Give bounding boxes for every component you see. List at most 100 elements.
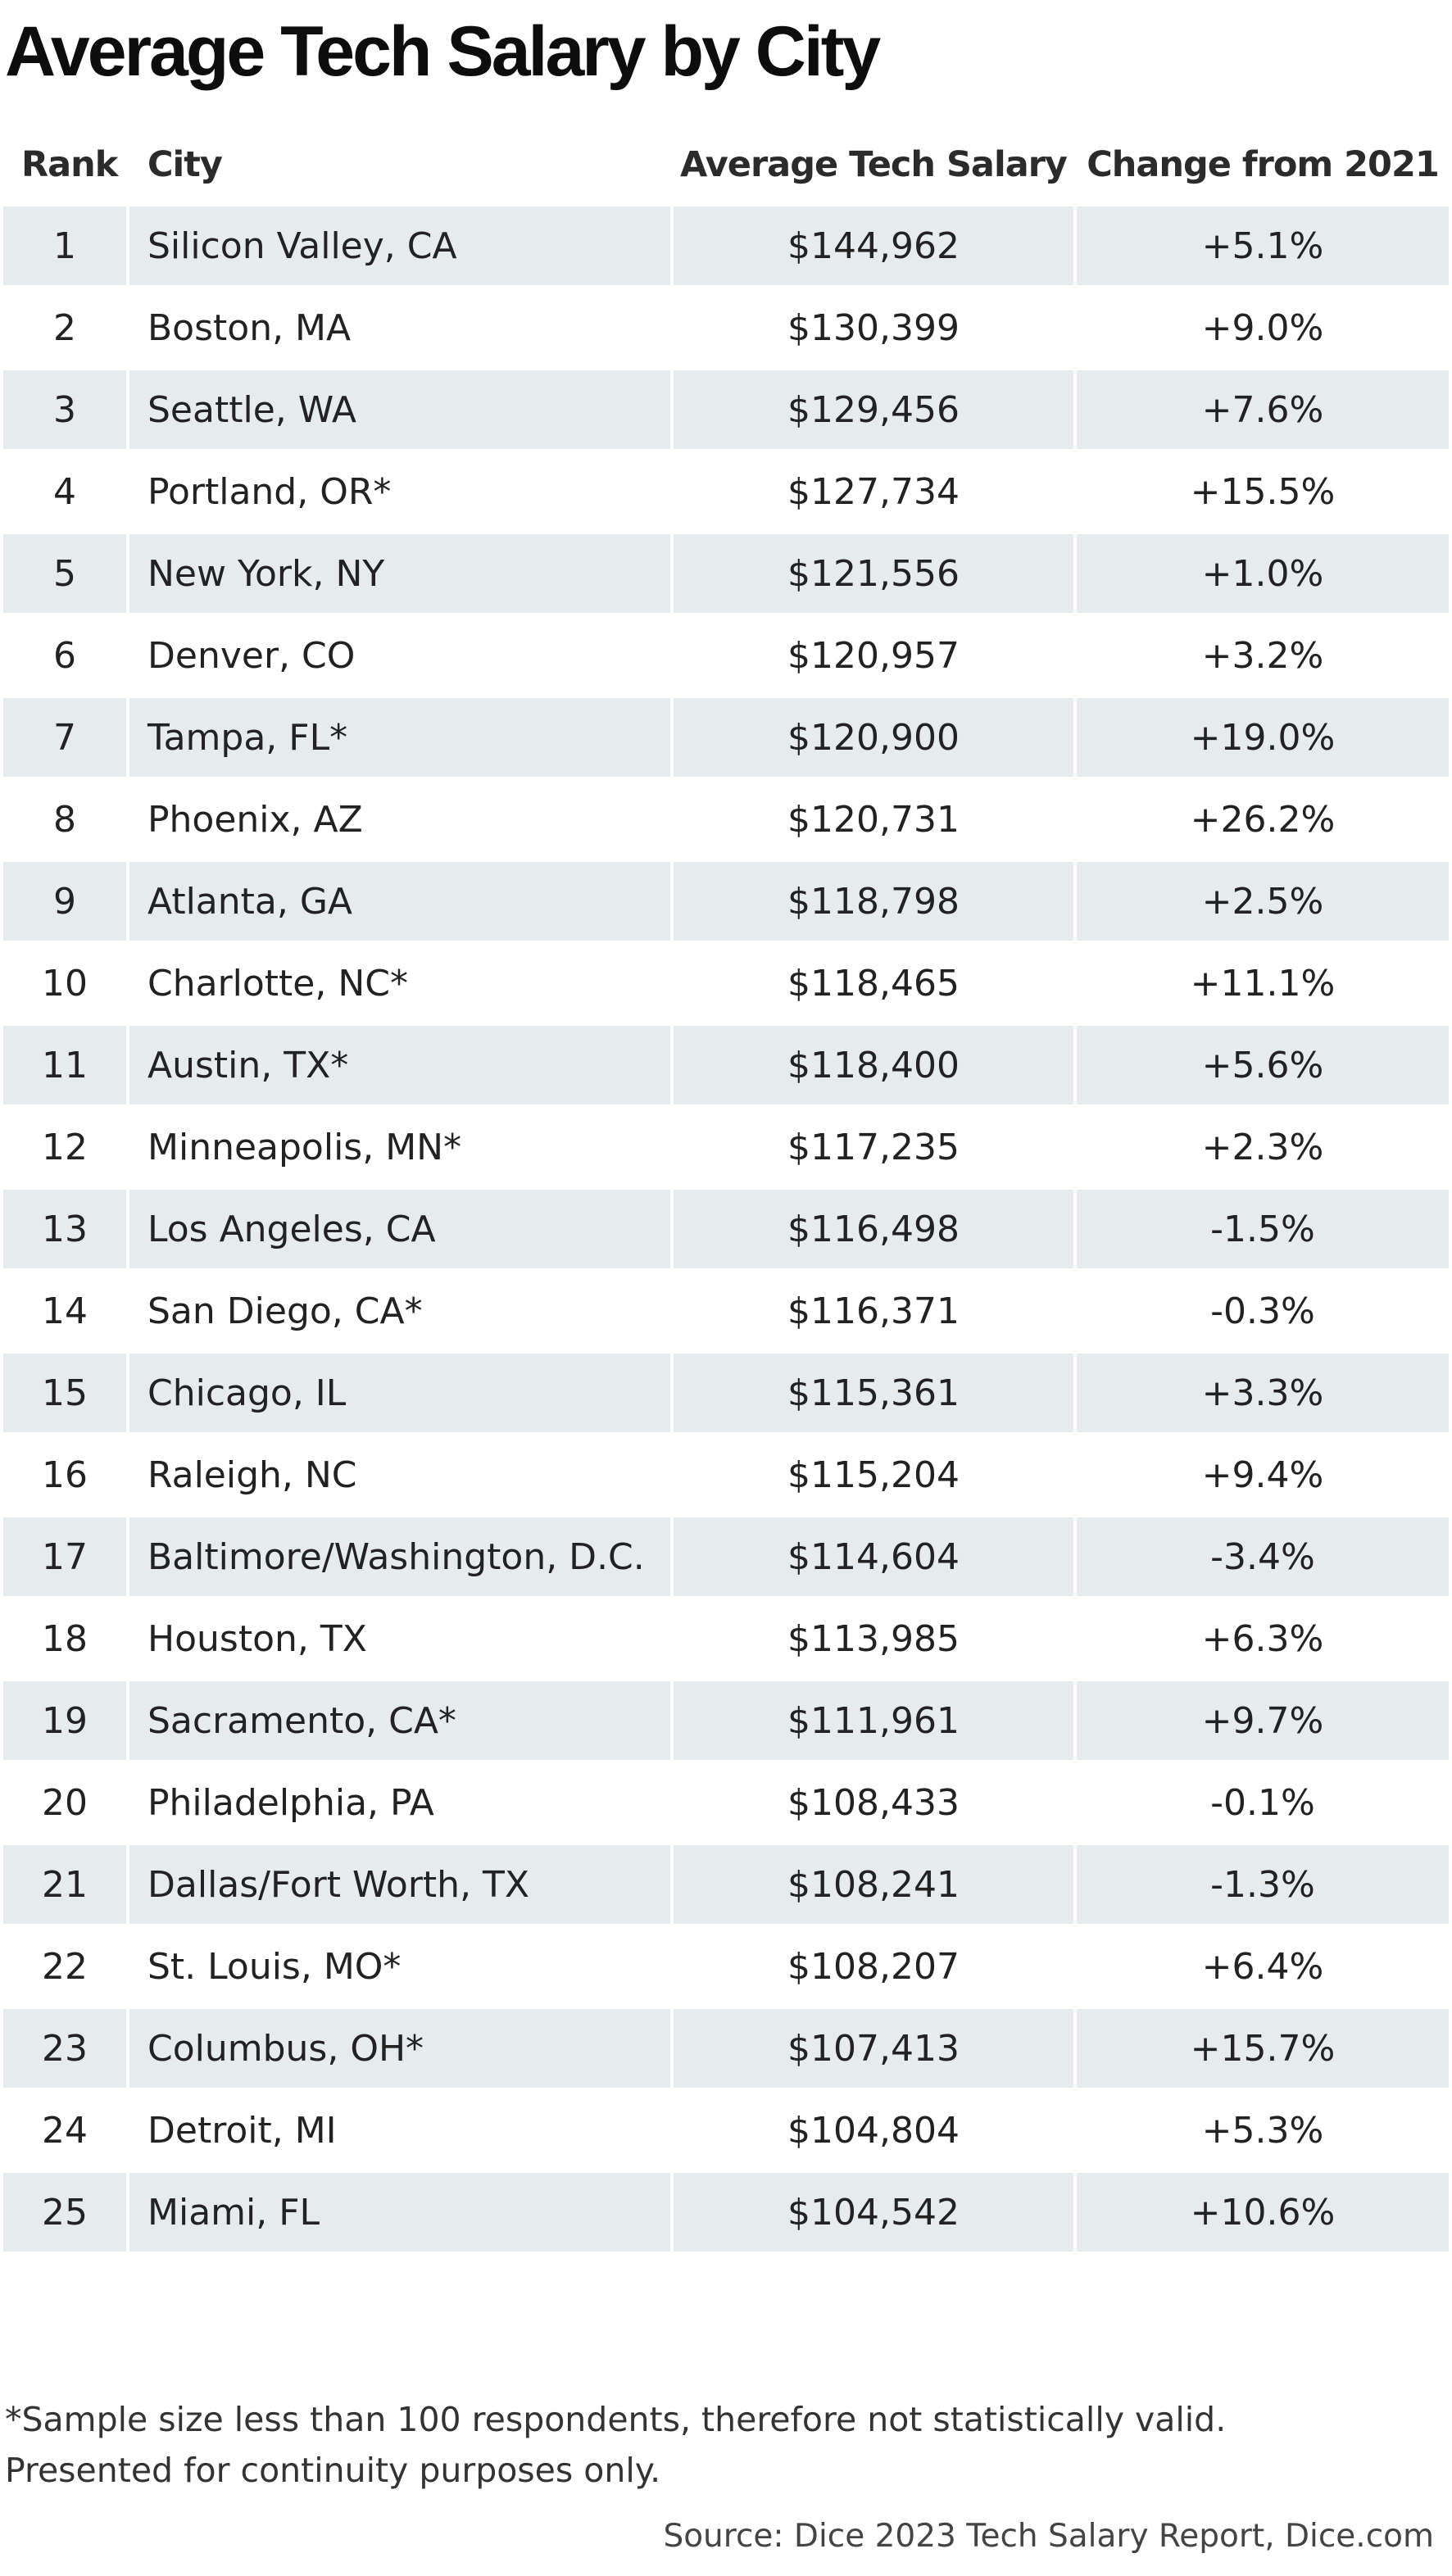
salary-cell: $120,731 xyxy=(787,798,960,841)
change-cell: +3.3% xyxy=(1077,1354,1449,1432)
rank-cell: 19 xyxy=(3,1681,126,1760)
footnote: *Sample size less than 100 respondents, … xyxy=(5,2394,1226,2496)
change-cell: +15.7% xyxy=(1077,2009,1449,2088)
rank-cell: 23 xyxy=(3,2009,126,2088)
rank-cell: 25 xyxy=(3,2173,126,2252)
salary-cell: $127,734 xyxy=(787,470,960,513)
change-cell: +9.4% xyxy=(1201,1454,1324,1496)
rank-cell: 22 xyxy=(42,1945,88,1988)
city-cell: Detroit, MI xyxy=(147,2109,337,2152)
salary-table: Rank City Average Tech Salary Change fro… xyxy=(3,123,1449,2255)
change-cell: +11.1% xyxy=(1190,962,1336,1005)
city-cell: Baltimore/Washington, D.C. xyxy=(129,1517,670,1596)
salary-cell: $118,798 xyxy=(674,862,1073,941)
table-row: 22 St. Louis, MO* $108,207 +6.4% xyxy=(3,1927,1449,2006)
change-cell: +5.1% xyxy=(1077,206,1449,285)
column-header-city: City xyxy=(147,144,223,185)
city-cell: Columbus, OH* xyxy=(129,2009,670,2088)
rank-cell: 5 xyxy=(3,534,126,613)
table-row: 2 Boston, MA $130,399 +9.0% xyxy=(3,288,1449,367)
change-cell: -1.5% xyxy=(1077,1190,1449,1268)
change-cell: +5.3% xyxy=(1201,2109,1324,2152)
footnote-line: *Sample size less than 100 respondents, … xyxy=(5,2400,1227,2439)
city-cell: Houston, TX xyxy=(147,1617,367,1660)
table-row: 25 Miami, FL $104,542 +10.6% xyxy=(3,2173,1449,2252)
table-row: 20 Philadelphia, PA $108,433 -0.1% xyxy=(3,1763,1449,1842)
salary-cell: $113,985 xyxy=(787,1617,960,1660)
rank-cell: 13 xyxy=(3,1190,126,1268)
rank-cell: 12 xyxy=(42,1126,88,1168)
rank-cell: 15 xyxy=(3,1354,126,1432)
city-cell: Atlanta, GA xyxy=(129,862,670,941)
salary-cell: $144,962 xyxy=(674,206,1073,285)
city-cell: Los Angeles, CA xyxy=(129,1190,670,1268)
source-credit: Source: Dice 2023 Tech Salary Report, Di… xyxy=(663,2518,1434,2555)
rank-cell: 17 xyxy=(3,1517,126,1596)
city-cell: Chicago, IL xyxy=(129,1354,670,1432)
table-row: 8 Phoenix, AZ $120,731 +26.2% xyxy=(3,780,1449,859)
change-cell: +5.6% xyxy=(1077,1026,1449,1104)
table-row: 21 Dallas/Fort Worth, TX $108,241 -1.3% xyxy=(3,1845,1449,1924)
change-cell: +2.3% xyxy=(1201,1126,1324,1168)
change-cell: -1.3% xyxy=(1077,1845,1449,1924)
salary-cell: $107,413 xyxy=(674,2009,1073,2088)
footnote-line: Presented for continuity purposes only. xyxy=(5,2451,661,2490)
salary-cell: $120,900 xyxy=(674,698,1073,777)
rank-cell: 7 xyxy=(3,698,126,777)
city-cell: Raleigh, NC xyxy=(147,1454,357,1496)
change-cell: +9.7% xyxy=(1077,1681,1449,1760)
rank-cell: 14 xyxy=(42,1290,88,1332)
table-body: 1 Silicon Valley, CA $144,962 +5.1% 2 Boston,… xyxy=(3,206,1449,2252)
table-row: 9 Atlanta, GA $118,798 +2.5% xyxy=(3,862,1449,941)
table-row: 13 Los Angeles, CA $116,498 -1.5% xyxy=(3,1190,1449,1268)
table-row: 11 Austin, TX* $118,400 +5.6% xyxy=(3,1026,1449,1104)
salary-cell: $116,498 xyxy=(674,1190,1073,1268)
rank-cell: 21 xyxy=(3,1845,126,1924)
salary-cell: $129,456 xyxy=(674,370,1073,449)
city-cell: St. Louis, MO* xyxy=(147,1945,402,1988)
salary-cell: $118,400 xyxy=(674,1026,1073,1104)
salary-cell: $108,433 xyxy=(787,1781,960,1824)
city-cell: Sacramento, CA* xyxy=(129,1681,670,1760)
salary-cell: $115,204 xyxy=(787,1454,960,1496)
change-cell: +6.4% xyxy=(1201,1945,1324,1988)
city-cell: San Diego, CA* xyxy=(147,1290,423,1332)
table-row: 18 Houston, TX $113,985 +6.3% xyxy=(3,1599,1449,1678)
rank-cell: 18 xyxy=(42,1617,88,1660)
city-cell: Philadelphia, PA xyxy=(147,1781,434,1824)
city-cell: New York, NY xyxy=(129,534,670,613)
change-cell: -0.3% xyxy=(1210,1290,1315,1332)
change-cell: +19.0% xyxy=(1077,698,1449,777)
change-cell: +6.3% xyxy=(1201,1617,1324,1660)
salary-cell: $111,961 xyxy=(674,1681,1073,1760)
table-row: 6 Denver, CO $120,957 +3.2% xyxy=(3,616,1449,695)
salary-cell: $104,542 xyxy=(674,2173,1073,2252)
change-cell: -0.1% xyxy=(1210,1781,1315,1824)
change-cell: -3.4% xyxy=(1077,1517,1449,1596)
change-cell: +15.5% xyxy=(1190,470,1336,513)
rank-cell: 6 xyxy=(53,634,76,677)
table-row: 15 Chicago, IL $115,361 +3.3% xyxy=(3,1354,1449,1432)
table-row: 14 San Diego, CA* $116,371 -0.3% xyxy=(3,1272,1449,1350)
city-cell: Austin, TX* xyxy=(129,1026,670,1104)
table-row: 10 Charlotte, NC* $118,465 +11.1% xyxy=(3,944,1449,1023)
rank-cell: 9 xyxy=(3,862,126,941)
rank-cell: 20 xyxy=(42,1781,88,1824)
salary-cell: $108,207 xyxy=(787,1945,960,1988)
table-row: 4 Portland, OR* $127,734 +15.5% xyxy=(3,452,1449,531)
change-cell: +10.6% xyxy=(1077,2173,1449,2252)
table-row: 5 New York, NY $121,556 +1.0% xyxy=(3,534,1449,613)
rank-cell: 10 xyxy=(42,962,88,1005)
table-row: 3 Seattle, WA $129,456 +7.6% xyxy=(3,370,1449,449)
table-row: 17 Baltimore/Washington, D.C. $114,604 -3.4… xyxy=(3,1517,1449,1596)
table-row: 1 Silicon Valley, CA $144,962 +5.1% xyxy=(3,206,1449,285)
city-cell: Charlotte, NC* xyxy=(147,962,408,1005)
salary-cell: $118,465 xyxy=(787,962,960,1005)
rank-cell: 8 xyxy=(53,798,76,841)
rank-cell: 24 xyxy=(42,2109,88,2152)
salary-cell: $104,804 xyxy=(787,2109,960,2152)
salary-cell: $116,371 xyxy=(787,1290,960,1332)
column-header-change: Change from 2021 xyxy=(1087,144,1440,185)
table-row: 16 Raleigh, NC $115,204 +9.4% xyxy=(3,1435,1449,1514)
change-cell: +9.0% xyxy=(1201,306,1324,349)
